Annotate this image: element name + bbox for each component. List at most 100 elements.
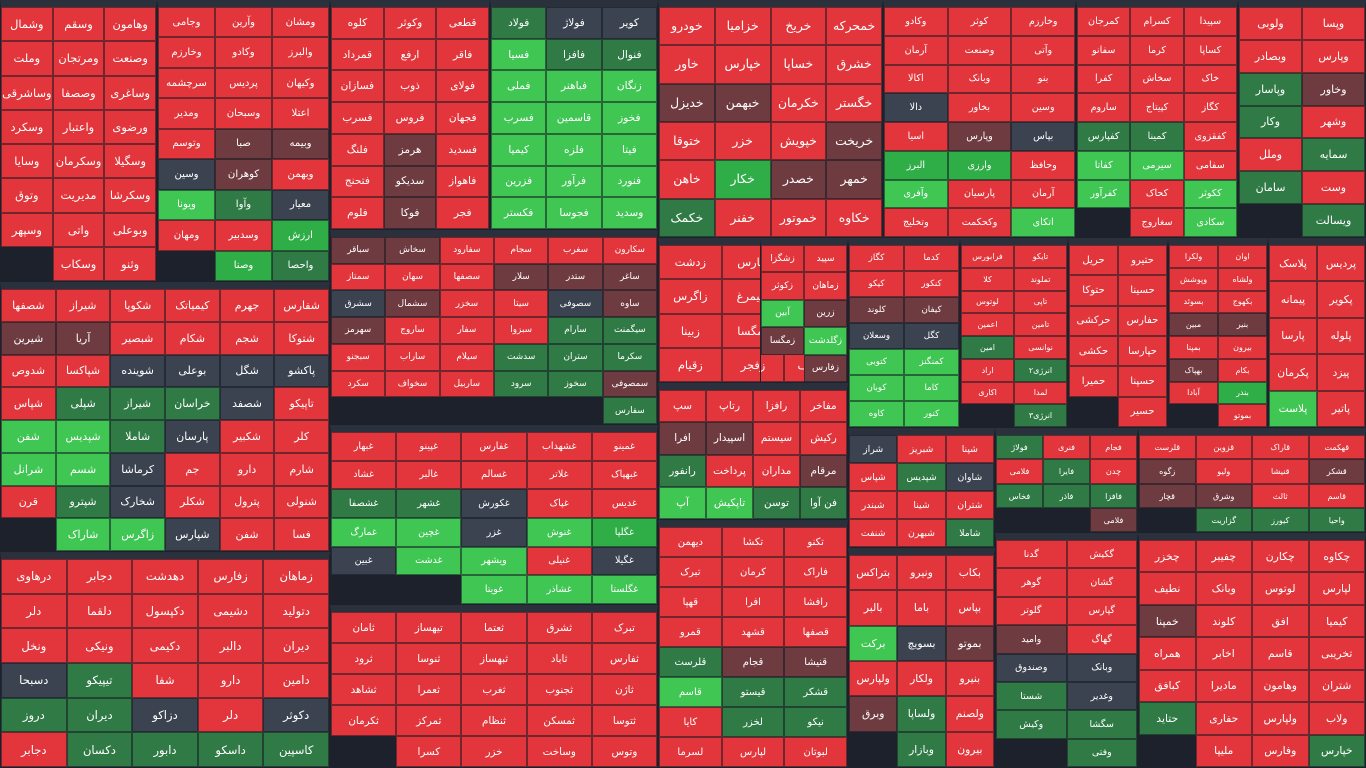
stock-tile[interactable]: حتیرو <box>1118 245 1167 276</box>
stock-tile[interactable]: سمصوفی <box>602 370 657 398</box>
stock-tile[interactable]: پرداخت <box>706 454 753 487</box>
stock-tile[interactable]: غدشت <box>396 546 462 576</box>
stock-tile[interactable]: زماهان <box>263 559 329 594</box>
stock-tile[interactable]: کسرا <box>396 736 462 767</box>
stock-tile[interactable]: ونخل <box>1 628 67 663</box>
stock-tile[interactable]: سخواف <box>385 370 440 398</box>
stock-tile[interactable]: کگل <box>904 323 959 349</box>
stock-tile[interactable]: وساغری <box>104 75 156 110</box>
stock-tile[interactable]: فسازان <box>331 70 384 103</box>
stock-tile[interactable]: کپیتاج <box>1130 93 1184 122</box>
stock-tile[interactable]: ساربیل <box>439 370 494 398</box>
stock-tile[interactable]: دکیمی <box>132 628 198 663</box>
stock-tile[interactable]: فنورد <box>601 165 657 198</box>
stock-tile[interactable]: سمایه <box>1302 138 1365 172</box>
stock-tile[interactable]: کیمیاتک <box>165 289 220 322</box>
stock-tile[interactable]: وصنعت <box>947 35 1012 65</box>
stock-tile[interactable]: سکارون <box>602 237 657 264</box>
stock-tile[interactable]: اراد <box>961 358 1014 382</box>
stock-tile[interactable]: حسینا <box>1118 275 1167 306</box>
stock-tile[interactable]: گزاریت <box>1195 507 1252 532</box>
stock-tile[interactable]: غدیس <box>591 489 657 518</box>
stock-tile[interactable]: ومهان <box>158 220 215 251</box>
stock-tile[interactable]: رافزا <box>753 390 800 423</box>
stock-tile[interactable]: سفار <box>439 317 494 344</box>
stock-tile[interactable]: وآرین <box>215 7 272 38</box>
stock-tile[interactable]: غمینو <box>591 432 657 461</box>
stock-tile[interactable]: سشرق <box>331 290 386 318</box>
stock-tile[interactable]: دیران <box>66 697 133 733</box>
stock-tile[interactable]: پکویر <box>1317 281 1365 318</box>
stock-tile[interactable]: شخارک <box>110 485 165 519</box>
stock-tile[interactable]: بپاس <box>945 590 994 626</box>
stock-tile[interactable]: پترول <box>219 485 275 519</box>
stock-tile[interactable]: ومدیر <box>158 98 215 129</box>
stock-tile[interactable]: سپیدا <box>1183 7 1237 36</box>
stock-tile[interactable]: فایرا <box>1043 459 1090 484</box>
stock-tile[interactable]: وشمال <box>1 7 53 42</box>
stock-tile[interactable]: وغدیر <box>1066 681 1137 711</box>
stock-tile[interactable]: وتخلیج <box>884 208 948 237</box>
stock-tile[interactable]: زقیام <box>659 347 722 382</box>
stock-tile[interactable]: توسن <box>753 486 800 519</box>
stock-tile[interactable]: تاپیکو <box>274 387 329 420</box>
stock-tile[interactable]: سپید <box>804 245 847 273</box>
stock-tile[interactable]: زنگان <box>601 70 657 103</box>
stock-tile[interactable]: فسیا <box>491 38 547 71</box>
stock-tile[interactable]: شارم <box>274 452 329 486</box>
stock-tile[interactable]: غگیلا <box>591 546 657 576</box>
stock-tile[interactable]: دلر <box>1 593 67 629</box>
stock-tile[interactable]: پارسا <box>1269 317 1317 355</box>
stock-tile[interactable]: وسین <box>1011 93 1075 122</box>
stock-tile[interactable]: فنوال <box>601 38 657 71</box>
stock-tile[interactable]: دجابر <box>66 559 133 594</box>
stock-tile[interactable]: قزوین <box>1195 435 1252 460</box>
stock-tile[interactable]: چدن <box>1090 459 1137 484</box>
stock-tile[interactable]: وسین <box>158 159 215 190</box>
stock-tile[interactable]: ولوبی <box>1239 7 1302 40</box>
stock-tile[interactable]: فزرین <box>491 165 547 198</box>
stock-tile[interactable]: سفارود <box>439 237 494 264</box>
stock-tile[interactable]: وکادو <box>215 37 272 68</box>
stock-tile[interactable]: فوکا <box>383 197 437 229</box>
stock-tile[interactable]: فولاژ <box>996 435 1043 460</box>
stock-tile[interactable]: آرمان <box>1011 179 1075 209</box>
stock-tile[interactable]: سغاروج <box>1130 208 1184 237</box>
stock-tile[interactable]: شصفد <box>219 387 275 420</box>
stock-tile[interactable]: سرچشمه <box>158 67 215 99</box>
stock-tile[interactable]: آرمان <box>884 35 948 65</box>
stock-tile[interactable]: مبین <box>1169 313 1218 336</box>
stock-tile[interactable]: بنیر <box>1218 313 1267 336</box>
stock-tile[interactable]: فافزا <box>546 38 602 71</box>
stock-tile[interactable]: وصصفا <box>52 75 105 110</box>
stock-tile[interactable]: واحیا <box>1308 507 1365 532</box>
stock-tile[interactable]: خزر <box>461 736 527 767</box>
stock-tile[interactable]: فسا <box>274 518 329 551</box>
stock-tile[interactable]: شراز <box>849 435 898 463</box>
stock-tile[interactable]: کاوه <box>849 401 904 427</box>
stock-tile[interactable]: سبزوا <box>494 317 549 344</box>
stock-tile[interactable]: چخزر <box>1139 540 1196 573</box>
stock-tile[interactable]: قصفها <box>784 617 847 647</box>
stock-tile[interactable]: وصندوق <box>996 653 1067 682</box>
stock-tile[interactable]: پیمانه <box>1269 281 1317 318</box>
stock-tile[interactable]: سگشا <box>1066 710 1137 739</box>
stock-tile[interactable]: لخزر <box>721 707 785 737</box>
stock-tile[interactable]: شتوکا <box>274 321 329 355</box>
stock-tile[interactable]: شپدیس <box>897 463 946 491</box>
stock-tile[interactable]: قاسم <box>1252 637 1309 670</box>
stock-tile[interactable]: آبین <box>761 299 804 328</box>
stock-tile[interactable]: سغرب <box>548 237 603 264</box>
stock-tile[interactable]: ثتوسا <box>591 705 657 736</box>
stock-tile[interactable]: تبرک <box>659 557 722 587</box>
stock-tile[interactable]: داسکو <box>197 732 264 767</box>
stock-tile[interactable]: قهکمت <box>1308 435 1365 460</box>
stock-tile[interactable]: انرژی۲ <box>1014 358 1067 382</box>
stock-tile[interactable]: وپسا <box>1302 7 1365 40</box>
stock-tile[interactable]: خکرمان <box>770 83 827 122</box>
stock-tile[interactable]: ساروج <box>385 317 440 344</box>
stock-tile[interactable]: خپویش <box>770 122 827 161</box>
stock-tile[interactable]: وآفری <box>884 179 948 209</box>
stock-tile[interactable]: دارو <box>197 663 264 698</box>
stock-tile[interactable]: شتران <box>945 491 994 519</box>
